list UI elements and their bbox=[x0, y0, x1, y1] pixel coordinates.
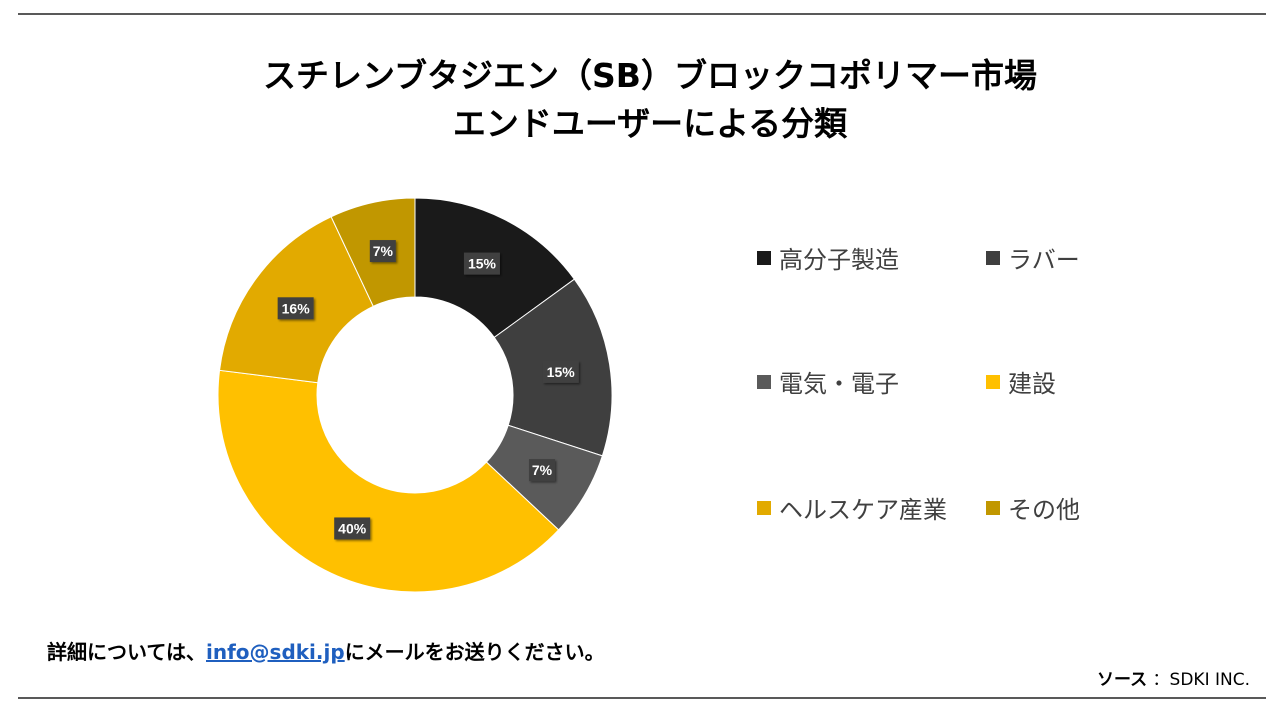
chart-title: スチレンブタジエン（SB）ブロックコポリマー市場 エンドユーザーによる分類 bbox=[0, 52, 1280, 148]
legend-item-5: ヘルスケア産業 bbox=[757, 490, 947, 525]
data-label-3: 7% bbox=[528, 459, 555, 482]
legend-label: 高分子製造 bbox=[779, 246, 899, 274]
legend-swatch bbox=[757, 374, 771, 389]
data-label-1: 15% bbox=[463, 252, 500, 275]
data-label-5: 16% bbox=[277, 297, 314, 320]
legend-label: ヘルスケア産業 bbox=[779, 496, 947, 524]
contact-note: 詳細については、info@sdki.jpにメールをお送りください。 bbox=[47, 636, 605, 665]
contact-email-link[interactable]: info@sdki.jp bbox=[206, 640, 345, 664]
data-label-box bbox=[277, 297, 314, 320]
data-label-text: 7% bbox=[373, 243, 394, 259]
data-label-box bbox=[463, 252, 500, 275]
data-label-2: 15% bbox=[542, 360, 579, 383]
data-label-text: 7% bbox=[532, 462, 553, 478]
data-label-box bbox=[528, 459, 555, 482]
legend-swatch bbox=[986, 500, 1000, 515]
legend-label: その他 bbox=[1008, 496, 1080, 524]
chart-title-line1: スチレンブタジエン（SB）ブロックコポリマー市場 bbox=[263, 56, 1037, 95]
donut-slice-4 bbox=[217, 369, 560, 593]
contact-note-prefix: 詳細については、 bbox=[47, 640, 206, 664]
source-credit: ソース ：SDKI INC. bbox=[1097, 665, 1250, 690]
data-label-4: 40% bbox=[334, 517, 371, 540]
data-label-box bbox=[334, 517, 371, 540]
contact-note-suffix: にメールをお送りください。 bbox=[344, 640, 605, 664]
legend-item-4: 建設 bbox=[986, 364, 1056, 399]
source-label: ソース bbox=[1096, 670, 1148, 690]
bottom-divider bbox=[18, 697, 1266, 699]
data-label-6: 7% bbox=[369, 240, 396, 263]
donut-chart: 15% 15% 7% 40% 16% 7% bbox=[217, 197, 613, 593]
data-label-text: 15% bbox=[547, 364, 576, 380]
chart-title-line2: エンドユーザーによる分類 bbox=[452, 104, 848, 143]
data-label-box bbox=[542, 360, 579, 383]
legend-label: ラバー bbox=[1008, 246, 1080, 274]
data-label-text: 15% bbox=[468, 256, 497, 272]
legend-swatch bbox=[757, 500, 771, 515]
legend-label: 建設 bbox=[1008, 370, 1056, 398]
legend-label: 電気・電子 bbox=[779, 370, 899, 398]
legend-item-1: 高分子製造 bbox=[757, 240, 899, 275]
legend-item-2: ラバー bbox=[986, 240, 1080, 275]
legend-swatch bbox=[757, 250, 771, 265]
legend-swatch bbox=[986, 374, 1000, 389]
data-label-box bbox=[369, 240, 396, 263]
legend-item-3: 電気・電子 bbox=[757, 364, 899, 399]
source-value: ：SDKI INC. bbox=[1152, 670, 1250, 690]
data-label-text: 40% bbox=[338, 520, 367, 536]
legend-item-6: その他 bbox=[986, 490, 1080, 525]
data-label-text: 16% bbox=[282, 300, 311, 316]
legend-swatch bbox=[986, 250, 1000, 265]
top-divider bbox=[18, 13, 1266, 15]
